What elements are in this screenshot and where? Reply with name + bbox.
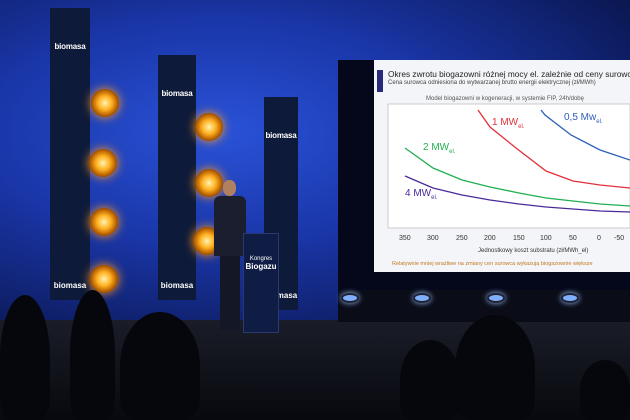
x-tick: 0 [597, 235, 601, 242]
x-tick: 50 [569, 235, 577, 242]
speaker-torso [214, 196, 246, 256]
series-label-05mw: 0,5 Mwel. [564, 112, 603, 125]
stage-lamp [89, 149, 117, 177]
banner-logo: biomasa [265, 131, 297, 140]
stage-lamp [90, 208, 118, 236]
banner-logo: biomasa [54, 42, 86, 51]
model-note: Model biogazowni w kogeneracji, w system… [426, 96, 584, 102]
series-line-1mw [477, 109, 630, 189]
speaker [212, 180, 248, 330]
banner-logo: biomasa [160, 281, 194, 290]
title-accent [377, 70, 383, 92]
series-label-1mw: 1 MWel. [492, 117, 525, 130]
banner-logo: biomasa [161, 89, 193, 98]
x-tick: 200 [484, 235, 496, 242]
series-line-4mw [404, 175, 630, 213]
audience-silhouette [400, 340, 460, 420]
series-line-2mw [404, 147, 630, 207]
podium-text: Biogazu [245, 262, 277, 271]
stage-lamp [90, 265, 118, 293]
series-label-2mw: 2 MWel. [423, 142, 456, 155]
x-tick: 150 [513, 235, 525, 242]
x-tick: 250 [456, 235, 468, 242]
stage-spotlight [561, 293, 579, 303]
audience-silhouette [0, 295, 50, 420]
speaker-head [223, 180, 236, 196]
plot-area [387, 103, 630, 229]
stage-spotlight [487, 293, 505, 303]
payback-chart [387, 103, 630, 229]
audience-silhouette [455, 315, 535, 420]
presentation-slide: Okres zwrotu biogazowni różnej mocy el. … [374, 60, 630, 272]
stage-lamp [195, 169, 223, 197]
series-line-05mw [540, 109, 630, 161]
slide-subtitle: Cena surowca odniesiona do wytwarzanej b… [388, 80, 596, 86]
stage-spotlight [341, 293, 359, 303]
podium-text: Kongres [249, 256, 273, 262]
x-tick: 300 [427, 235, 439, 242]
audience-silhouette [120, 312, 200, 420]
series-label-4mw: 4 MWel. [405, 188, 438, 201]
speaker-legs [220, 256, 240, 330]
podium: Kongres Biogazu [243, 233, 279, 333]
stage-spotlight [413, 293, 431, 303]
x-tick: 350 [399, 235, 411, 242]
audience-silhouette [70, 290, 115, 420]
slide-title: Okres zwrotu biogazowni różnej mocy el. … [388, 69, 630, 79]
banner: biomasa biomasa [50, 8, 90, 300]
banner-logo: biomasa [264, 291, 298, 300]
stage-lamp [91, 89, 119, 117]
x-axis-label: Jednostkowy koszt substratu (zł/MWh_el) [478, 248, 589, 254]
audience-silhouette [580, 360, 630, 420]
banner-logo: biomasa [53, 281, 87, 290]
banner: biomasa biomasa [158, 55, 196, 300]
x-tick: 100 [540, 235, 552, 242]
slide-footer: Relatywnie mniej wrażliwe na zmiany cen … [392, 261, 593, 267]
stage-lamp [195, 113, 223, 141]
x-tick: -50 [614, 235, 625, 242]
